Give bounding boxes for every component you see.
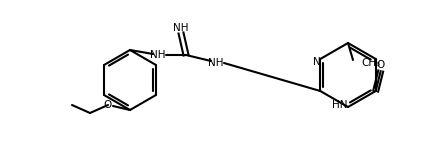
Text: N: N	[313, 57, 321, 67]
Text: NH: NH	[208, 58, 224, 68]
Text: O: O	[104, 100, 112, 110]
Text: NH: NH	[173, 23, 189, 33]
Text: O: O	[376, 60, 385, 70]
Text: NH: NH	[150, 50, 166, 60]
Text: HN: HN	[332, 100, 348, 110]
Text: CH₃: CH₃	[361, 58, 380, 68]
